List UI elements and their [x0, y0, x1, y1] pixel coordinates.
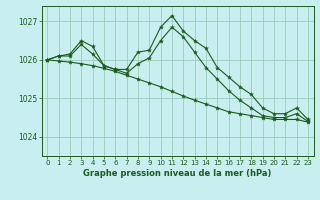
X-axis label: Graphe pression niveau de la mer (hPa): Graphe pression niveau de la mer (hPa) [84, 169, 272, 178]
